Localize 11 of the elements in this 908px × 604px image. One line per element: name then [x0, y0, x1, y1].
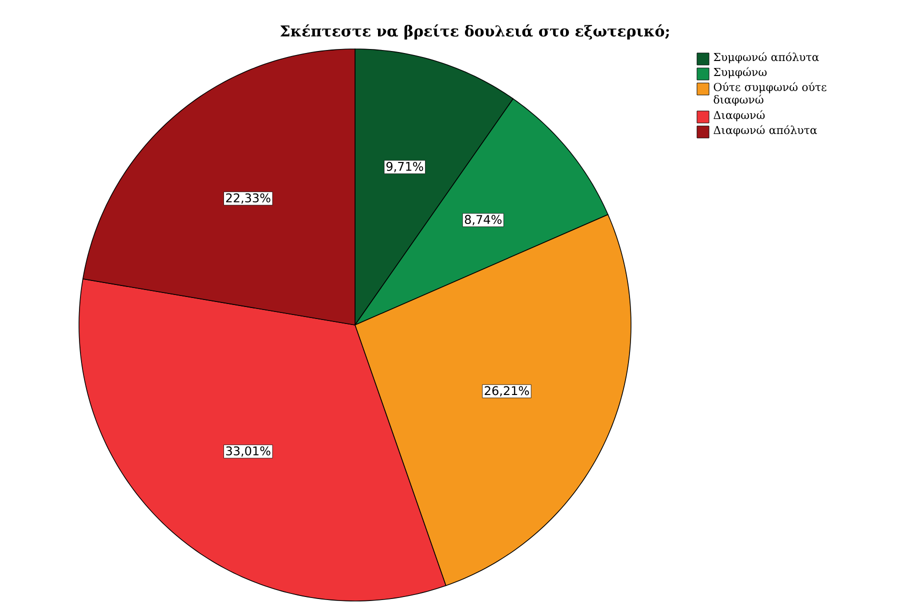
data-label: 8,74% [464, 214, 502, 226]
legend-label: Διαφωνώ [714, 110, 765, 122]
data-label: 26,21% [484, 386, 529, 396]
legend-label: Διαφωνώ απόλυτα [714, 125, 818, 136]
data-label: 33,01% [226, 446, 270, 457]
legend-label: Συμφώνω [714, 67, 767, 78]
data-label: 9,71% [386, 162, 424, 172]
legend-label: Συμφωνώ απόλυτα [714, 52, 819, 64]
data-label: 22,33% [226, 193, 270, 204]
legend-label: Ούτε συμφωνώ ούτε διαφωνώ [714, 82, 826, 106]
chart-title: Σκέπτεστε να βρείτε δουλειά στο εξωτερικό; [280, 24, 669, 40]
